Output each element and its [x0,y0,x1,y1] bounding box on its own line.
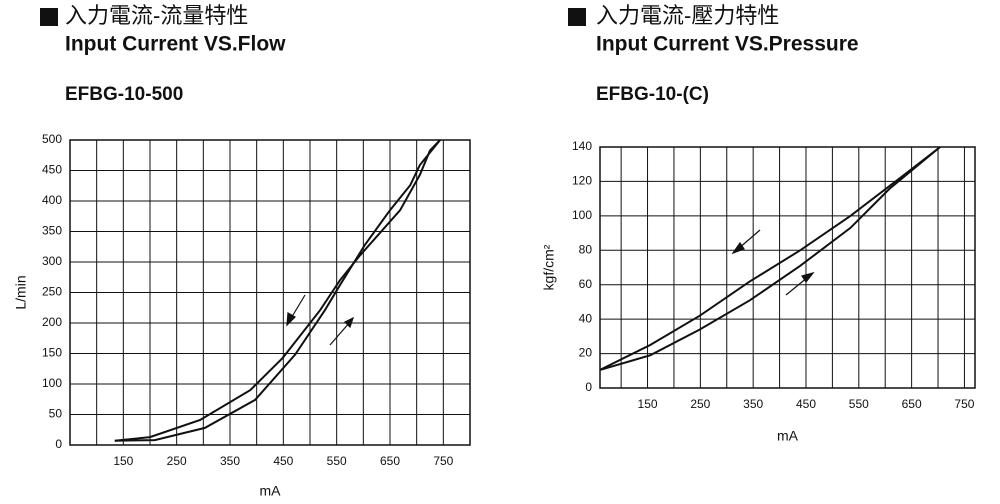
x-tick-label: 350 [220,454,240,468]
y-axis-label: kgf/cm² [541,244,557,290]
heading: 入力電流-壓力特性 [596,3,779,28]
x-tick-label: 150 [113,454,133,468]
y-tick-label: 0 [585,380,592,394]
y-tick-label: 100 [42,376,62,390]
chart-subtitle: EFBG-10-500 [65,84,183,105]
y-tick-label: 100 [572,208,592,222]
x-tick-label: 650 [902,397,922,411]
x-tick-label: 750 [433,454,453,468]
y-tick-label: 140 [572,139,592,153]
chart-subtitle: EFBG-10-(C) [596,84,709,105]
heading: 入力電流-流量特性 [65,3,248,28]
x-axis-label: mA [260,483,282,499]
data-line [599,146,941,371]
y-tick-label: 80 [579,242,593,256]
heading-marker [568,8,586,26]
y-tick-label: 450 [42,163,62,177]
y-tick-label: 350 [42,224,62,238]
x-tick-label: 750 [954,397,974,411]
data-line [114,139,441,442]
x-tick-label: 450 [796,397,816,411]
data-line [114,139,441,442]
chart-title: Input Current VS.Flow [65,33,286,56]
x-axis-label: mA [777,428,799,444]
arrow-head [286,312,296,327]
y-tick-label: 400 [42,193,62,207]
x-tick-label: 250 [167,454,187,468]
y-tick-label: 0 [55,437,62,451]
y-tick-label: 40 [579,311,593,325]
x-tick-label: 150 [638,397,658,411]
y-tick-label: 20 [579,346,593,360]
y-tick-label: 50 [49,407,63,421]
y-tick-label: 120 [572,174,592,188]
x-tick-label: 250 [690,397,710,411]
chart-title: Input Current VS.Pressure [596,33,859,56]
data-line [599,146,941,371]
x-tick-label: 550 [327,454,347,468]
x-tick-label: 350 [743,397,763,411]
x-tick-label: 450 [273,454,293,468]
heading-marker [40,8,58,26]
y-tick-label: 60 [579,277,593,291]
arrow [329,321,351,346]
y-tick-label: 500 [42,132,62,146]
arrow-head [801,271,815,284]
y-tick-label: 200 [42,315,62,329]
y-tick-label: 300 [42,254,62,268]
x-tick-label: 550 [849,397,869,411]
y-axis-label: L/min [13,275,29,309]
x-tick-label: 650 [380,454,400,468]
y-tick-label: 150 [42,346,62,360]
y-tick-label: 250 [42,285,62,299]
